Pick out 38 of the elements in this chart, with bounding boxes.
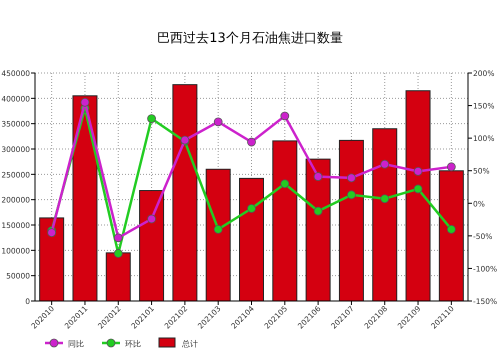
point — [446, 162, 456, 172]
point — [114, 233, 123, 242]
point — [280, 179, 290, 188]
bar — [306, 158, 331, 302]
point — [380, 194, 390, 204]
bar — [39, 217, 64, 302]
point — [247, 138, 256, 146]
point — [446, 224, 456, 234]
point — [314, 172, 323, 181]
point — [147, 214, 156, 224]
legend-label: 总计 — [181, 340, 198, 348]
bar — [338, 140, 364, 302]
point — [280, 112, 290, 120]
point — [414, 184, 422, 194]
point — [80, 98, 90, 107]
bar — [206, 168, 231, 302]
bar — [438, 170, 464, 302]
bar — [272, 140, 298, 302]
bar — [239, 178, 264, 302]
point — [314, 206, 323, 216]
bar — [406, 90, 431, 302]
legend-label: 同比 — [68, 340, 84, 348]
point — [347, 190, 356, 200]
point — [214, 224, 223, 234]
bar — [106, 252, 131, 302]
bar — [139, 190, 164, 302]
legend-label: 环比 — [125, 340, 141, 348]
point — [347, 173, 356, 182]
point — [380, 160, 390, 169]
chart-title: 巴西过去13个月石油焦进口数量 — [157, 31, 343, 46]
bar — [172, 84, 198, 302]
bar — [372, 128, 398, 302]
point — [247, 204, 256, 213]
point — [147, 114, 156, 123]
point — [214, 117, 223, 126]
point — [114, 249, 123, 258]
point — [414, 166, 422, 176]
bar — [72, 95, 98, 302]
